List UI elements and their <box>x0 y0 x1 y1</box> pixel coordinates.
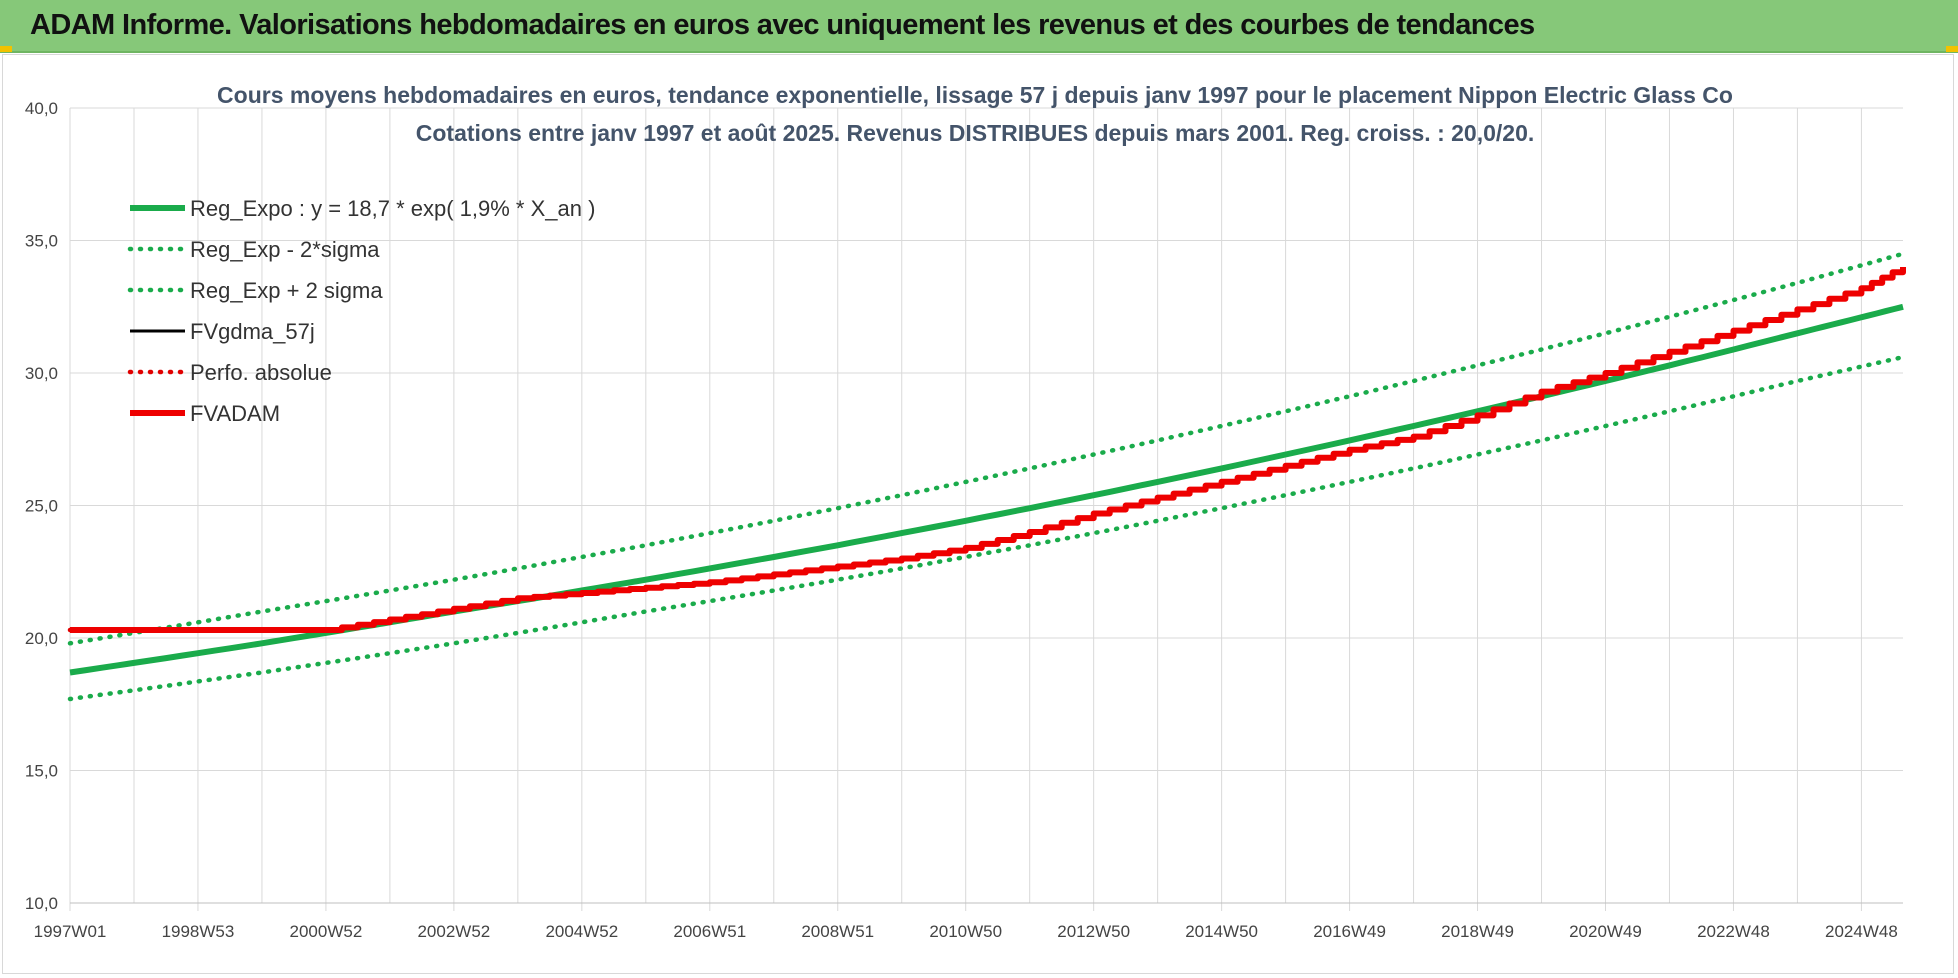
series-line-1 <box>67 354 1906 702</box>
header-bar: ADAM Informe. Valorisations hebdomadaire… <box>0 0 1958 53</box>
x-tick-label: 2004W52 <box>545 922 618 941</box>
corner-mark-right <box>1946 46 1958 52</box>
legend: Reg_Expo : y = 18,7 * exp( 1,9% * X_an )… <box>127 196 595 426</box>
corner-mark-left <box>0 46 12 52</box>
y-tick-label: 25,0 <box>25 497 58 516</box>
series-line-4 <box>67 264 1906 633</box>
chart-title-line-2: Cotations entre janv 1997 et août 2025. … <box>416 120 1535 146</box>
series-line-3 <box>70 267 1905 632</box>
x-tick-label: 1998W53 <box>162 922 235 941</box>
chart-title-line-1: Cours moyens hebdomadaires en euros, ten… <box>217 82 1733 108</box>
series-layer <box>67 251 1906 702</box>
x-tick-label: 2014W50 <box>1185 922 1258 941</box>
legend-label-4: Perfo. absolue <box>190 360 332 385</box>
x-tick-label: 2016W49 <box>1313 922 1386 941</box>
legend-label-0: Reg_Expo : y = 18,7 * exp( 1,9% * X_an ) <box>190 196 595 221</box>
x-tick-label: 1997W01 <box>34 922 107 941</box>
x-tick-label: 2022W48 <box>1697 922 1770 941</box>
y-tick-label: 10,0 <box>25 894 58 913</box>
x-tick-label: 2024W48 <box>1825 922 1898 941</box>
page-title: ADAM Informe. Valorisations hebdomadaire… <box>30 9 1535 41</box>
legend-label-1: Reg_Exp - 2*sigma <box>190 237 380 262</box>
series-line-0 <box>69 303 1904 676</box>
legend-label-5: FVADAM <box>190 401 280 426</box>
x-tick-label: 2006W51 <box>673 922 746 941</box>
axis-layer: 10,0 15,0 20,0 25,0 30,0 35,0 40,0 1997W01 1998W… <box>25 99 1903 941</box>
x-tick-label: 2020W49 <box>1569 922 1642 941</box>
x-tick-label: 2018W49 <box>1441 922 1514 941</box>
y-tick-label: 20,0 <box>25 629 58 648</box>
x-tick-label: 2002W52 <box>417 922 490 941</box>
y-tick-label: 40,0 <box>25 99 58 118</box>
x-tick-label: 2008W51 <box>801 922 874 941</box>
grid-lines <box>69 107 1903 911</box>
x-tick-label: 2000W52 <box>290 922 363 941</box>
x-tick-label: 2012W50 <box>1057 922 1130 941</box>
x-tick-label: 2010W50 <box>929 922 1002 941</box>
y-tick-label: 30,0 <box>25 364 58 383</box>
y-tick-label: 35,0 <box>25 232 58 251</box>
chart-frame <box>2 54 1954 974</box>
series-line-5 <box>70 267 1906 633</box>
legend-label-3: FVgdma_57j <box>190 319 315 344</box>
y-tick-label: 15,0 <box>25 762 58 781</box>
series-line-2 <box>67 251 1906 646</box>
legend-label-2: Reg_Exp + 2 sigma <box>190 278 383 303</box>
